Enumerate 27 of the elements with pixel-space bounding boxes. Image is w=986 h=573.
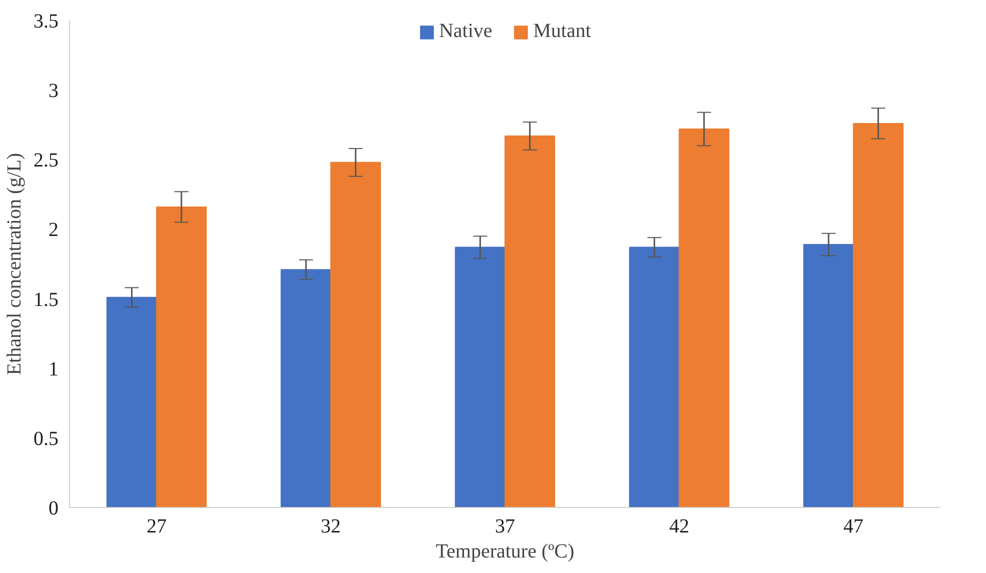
y-tick-label: 3 — [48, 80, 58, 102]
bar — [156, 206, 207, 508]
bar — [678, 128, 730, 508]
x-axis-title: Temperature (ºC) — [436, 540, 574, 562]
bar — [852, 122, 904, 508]
y-tick-label: 2 — [48, 219, 58, 242]
bar — [504, 135, 556, 508]
bar — [629, 246, 680, 508]
bar — [454, 246, 506, 508]
y-tick-label: 3.5 — [34, 10, 58, 32]
y-tick-label: 1.5 — [34, 288, 58, 311]
bar — [330, 162, 381, 508]
x-tick-label: 27 — [146, 516, 167, 538]
y-axis-title: Ethanol concentration (g/L) — [4, 152, 26, 376]
y-tick-label: 0 — [48, 498, 58, 520]
bar — [280, 269, 332, 508]
legend-label: Mutant — [533, 20, 592, 43]
y-tick-label: 1 — [48, 358, 58, 380]
x-tick-label: 32 — [320, 516, 341, 538]
bar — [106, 296, 158, 508]
bar — [803, 244, 854, 508]
x-tick-label: 42 — [669, 516, 690, 538]
x-tick-label: 37 — [495, 516, 515, 538]
y-tick-label: 0.5 — [34, 428, 58, 450]
y-tick-label: 2.5 — [34, 150, 58, 172]
legend-label: Native — [438, 20, 492, 43]
x-tick-label: 47 — [843, 516, 864, 538]
